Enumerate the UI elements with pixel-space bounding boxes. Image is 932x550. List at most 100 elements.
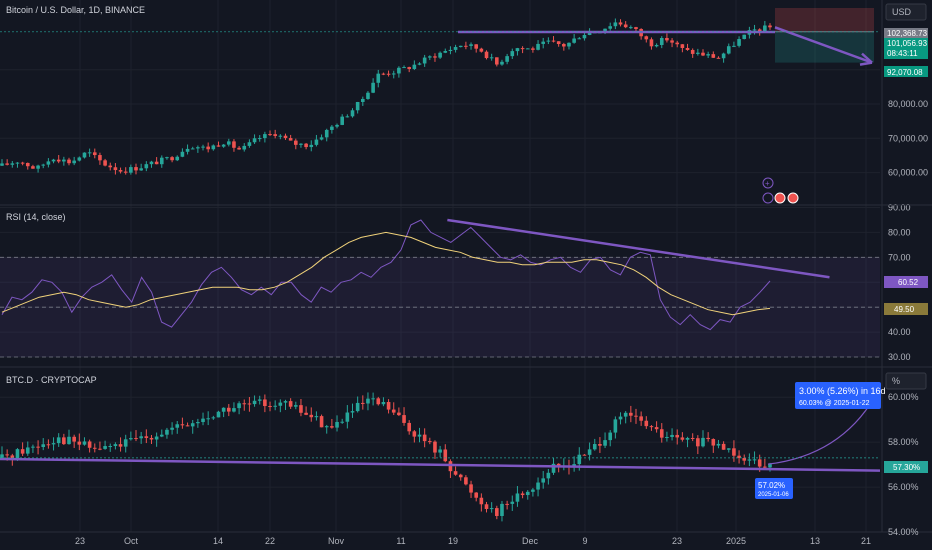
candle [618,22,623,25]
candle [448,461,453,472]
candle [716,443,721,446]
candle [556,41,561,45]
candle [345,116,350,118]
candle [288,138,293,141]
candle [422,57,427,64]
candle [304,412,308,415]
y-tick-label: 80.00 [888,227,911,237]
candle [31,446,35,448]
y-tick-label: 56.00% [888,482,919,492]
candle [165,157,169,159]
candle [458,474,463,478]
candle [726,46,731,54]
candle [489,508,494,510]
candle [252,138,257,143]
projection-label-box[interactable] [795,382,881,409]
candle [500,61,504,65]
candle [62,437,66,445]
candle [577,38,582,40]
x-tick-label: 14 [213,536,223,546]
candle [216,145,221,147]
candle [525,48,530,50]
rsi-value-label: 60.52 [898,278,919,287]
candle [464,45,468,47]
candle [433,441,437,453]
candle [56,437,61,444]
candle [144,436,149,438]
candle [144,164,149,169]
rsi-ma-line [1,231,771,316]
candle [0,454,4,458]
candle [680,437,685,440]
support-trendline [0,457,881,472]
candle [25,162,30,167]
low-label-box[interactable] [755,478,793,499]
candle [541,478,546,483]
candle [335,421,339,428]
candle [15,162,20,164]
candle [546,472,551,479]
candle [159,434,164,437]
add-event-icon[interactable] [762,177,774,189]
currency-button[interactable] [885,3,927,21]
percent-button-label: % [892,376,900,386]
candle [531,48,535,50]
candle [314,139,319,145]
candle [495,57,499,65]
x-tick-label: 11 [396,536,405,546]
x-tick-label: Nov [328,536,345,546]
candle [453,471,458,475]
candle [525,491,530,496]
candle [319,416,324,428]
us-flag-icon[interactable] [774,192,786,204]
candle [587,32,592,35]
candle [232,141,236,148]
candle [407,422,411,432]
candle [180,424,185,426]
currency-button-label: USD [892,7,912,17]
candle [438,52,442,58]
low-date-label: 2025-01-06 [758,492,789,498]
candle [737,455,741,459]
candle [613,22,618,27]
percent-button[interactable] [885,372,927,390]
us-flag-icon[interactable] [787,192,799,204]
candle [283,401,288,403]
target-price-badge [884,66,928,77]
candle [304,143,308,148]
candle [41,164,46,166]
candle [185,148,190,152]
candle [670,40,674,43]
last-price-badge [884,28,928,38]
rsi-band [0,256,880,358]
candle [263,399,267,407]
candle [201,418,205,423]
candle [165,429,169,435]
add-event-icon-glyph: + [765,179,770,188]
candle [495,508,499,516]
candle [221,407,226,412]
y-tick-label: 90.00 [888,202,911,212]
axes: 23Oct1422Nov1119Dec9232025132190,000.008… [0,65,932,546]
candle [190,423,195,427]
candle [469,44,473,46]
candle [87,441,92,448]
candle [113,167,118,171]
candle [355,101,360,111]
last-price-badge-label: 102,368.73 [887,29,928,38]
candle [752,29,757,31]
event-marker-icon[interactable] [762,192,774,204]
candle [87,152,92,154]
candle [361,98,365,102]
x-tick-label: 22 [265,536,275,546]
y-tick-label: 70.00 [888,252,911,262]
candle [263,134,267,139]
rsi-ma-badge [884,303,928,315]
candle [634,27,638,30]
stop-loss-zone [775,8,874,32]
candle [768,464,772,468]
price-pane-title: Bitcoin / U.S. Dollar, 1D, BINANCE [6,5,145,15]
projection-label: 3.00% (5.26%) in 16d [799,386,886,396]
candle [330,126,334,130]
